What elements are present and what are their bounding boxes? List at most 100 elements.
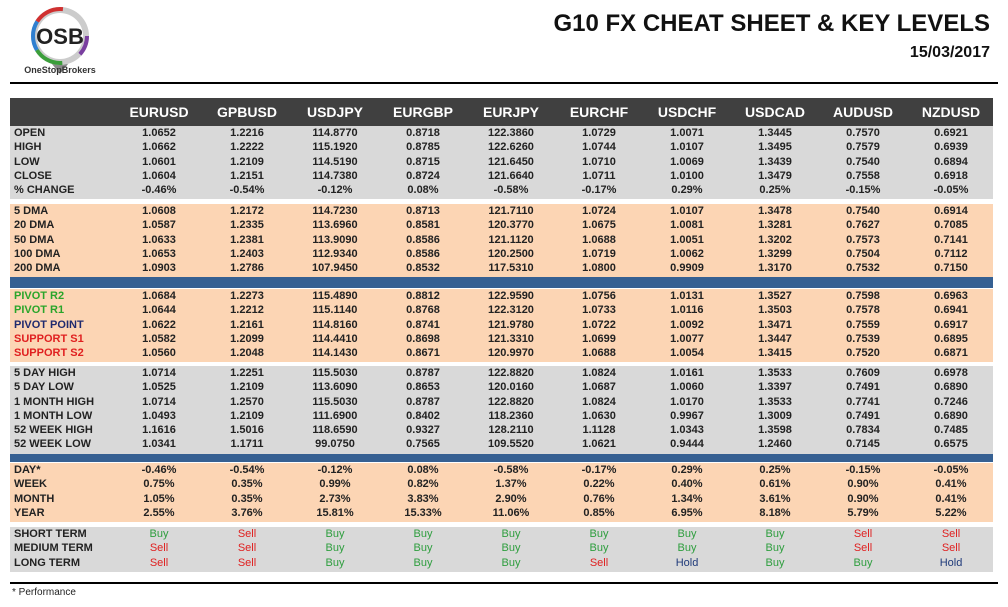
value-cell: 0.7578 [846, 304, 880, 317]
value-cell: 0.7520 [846, 347, 880, 360]
row-label: HIGH [14, 141, 42, 154]
column-header: GPBUSD [217, 104, 277, 120]
value-cell: 1.0341 [142, 438, 176, 451]
value-cell: 1.0711 [582, 169, 616, 182]
osb-logo: OSB OneStopBrokers [24, 7, 96, 75]
row-label: PIVOT R1 [14, 304, 65, 317]
value-cell: 114.4410 [312, 332, 358, 345]
value-cell: 1.0071 [670, 127, 704, 139]
value-cell: 1.0100 [670, 169, 704, 182]
value-cell: 0.76% [583, 492, 615, 505]
value-cell: 121.3310 [488, 332, 534, 345]
value-cell: 1.0582 [142, 332, 176, 345]
row-label: 5 DMA [14, 205, 49, 217]
value-cell: 121.1120 [488, 233, 534, 246]
value-cell: 0.7145 [846, 438, 880, 451]
value-cell: 1.0621 [582, 438, 616, 451]
value-cell: 0.61% [759, 478, 791, 491]
signal-cell: Sell [853, 528, 873, 540]
value-cell: 122.9590 [488, 290, 534, 302]
value-cell: 0.35% [231, 492, 263, 505]
signal-cell: Sell [149, 542, 169, 555]
value-cell: -0.58% [493, 464, 529, 476]
value-cell: 0.7741 [846, 395, 880, 408]
value-cell: 0.6871 [934, 347, 968, 360]
value-cell: 0.29% [671, 464, 703, 476]
value-cell: 117.5310 [488, 262, 534, 275]
value-cell: 0.85% [583, 506, 615, 519]
value-cell: 0.90% [847, 478, 879, 491]
signal-cell: Buy [413, 556, 433, 569]
value-cell: 1.0733 [582, 304, 616, 317]
value-cell: 1.2273 [230, 290, 264, 302]
table-header: EURUSD GPBUSD USDJPY EURGBP EURJPY EURCHF USDC… [10, 98, 993, 126]
signal-cell: Sell [149, 556, 169, 569]
value-cell: 1.3478 [758, 205, 792, 217]
value-cell: 121.6640 [488, 169, 534, 182]
value-cell: 0.7485 [934, 424, 968, 437]
value-cell: 1.3479 [758, 169, 792, 182]
value-cell: -0.12% [317, 184, 353, 197]
signal-cell: Sell [237, 556, 257, 569]
table-section: 5 DAY HIGH 1.0714 1.2251 115.5030 0.8787 122.… [10, 366, 993, 454]
value-cell: -0.54% [229, 464, 265, 476]
value-cell: 1.3281 [758, 219, 792, 232]
value-cell: 1.0560 [142, 347, 176, 360]
value-cell: 1.3447 [758, 332, 792, 345]
row-label: YEAR [14, 506, 45, 519]
table-row: 5 DMA 1.0608 1.2172 114.7230 0.8713 121.7110 1… [10, 204, 993, 218]
value-cell: 0.8671 [406, 347, 440, 360]
value-cell: 1.0652 [142, 127, 176, 139]
value-cell: 114.5190 [312, 155, 358, 168]
value-cell: 0.7565 [406, 438, 440, 451]
value-cell: 0.6918 [934, 169, 968, 182]
logo-text: OSB [36, 24, 84, 49]
value-cell: 115.1140 [312, 304, 358, 317]
value-cell: 1.0107 [670, 205, 704, 217]
value-cell: 1.2460 [758, 438, 792, 451]
value-cell: 0.8724 [406, 169, 440, 182]
value-cell: 1.3503 [758, 304, 792, 317]
value-cell: 1.0800 [582, 262, 616, 275]
value-cell: 1.2099 [230, 332, 264, 345]
value-cell: 1.1128 [582, 424, 616, 437]
value-cell: 1.0824 [582, 367, 616, 379]
value-cell: 1.3495 [758, 141, 792, 154]
value-cell: 0.7627 [846, 219, 880, 232]
value-cell: 121.7110 [488, 205, 534, 217]
value-cell: 1.0170 [670, 395, 704, 408]
value-cell: 1.3533 [758, 367, 792, 379]
table-row: % CHANGE -0.46% -0.54% -0.12% 0.08% -0.58% -0.… [10, 183, 993, 197]
value-cell: 5.79% [847, 506, 879, 519]
row-label: 50 DMA [14, 233, 55, 246]
value-cell: -0.12% [317, 464, 353, 476]
value-cell: -0.05% [933, 464, 969, 476]
value-cell: 1.0107 [670, 141, 704, 154]
value-cell: 0.6890 [934, 381, 968, 394]
row-label: SHORT TERM [14, 528, 87, 540]
value-cell: 1.3415 [758, 347, 792, 360]
value-cell: 1.0062 [670, 247, 704, 260]
value-cell: 0.6575 [934, 438, 968, 451]
value-cell: 1.0662 [142, 141, 176, 154]
value-cell: 0.75% [143, 478, 175, 491]
table-row: 1 MONTH HIGH 1.0714 1.2570 115.5030 0.8787 12… [10, 395, 993, 409]
value-cell: 1.2109 [230, 155, 264, 168]
value-cell: 0.8715 [406, 155, 440, 168]
signal-cell: Buy [765, 556, 785, 569]
value-cell: 0.6894 [934, 155, 968, 168]
value-cell: 1.0714 [142, 395, 176, 408]
value-cell: 1.2786 [230, 262, 264, 275]
signal-cell: Sell [589, 556, 609, 569]
value-cell: 1.3527 [758, 290, 792, 302]
value-cell: 1.2216 [230, 127, 264, 139]
value-cell: 0.40% [671, 478, 703, 491]
value-cell: 1.2109 [230, 381, 264, 394]
table-row: CLOSE 1.0604 1.2151 114.7380 0.8724 121.6640 1… [10, 169, 993, 183]
value-cell: 118.6590 [312, 424, 358, 437]
value-cell: 1.0653 [142, 247, 176, 260]
value-cell: 120.3770 [488, 219, 534, 232]
signal-cell: Buy [765, 528, 785, 540]
value-cell: 0.7539 [846, 332, 880, 345]
value-cell: 0.8812 [406, 290, 440, 302]
